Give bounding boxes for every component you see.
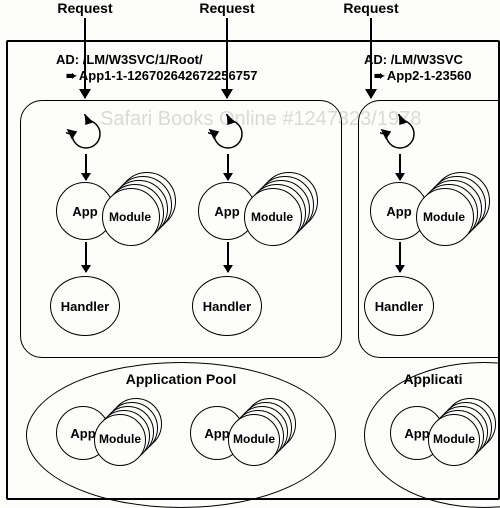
handler-node-2: Handler bbox=[192, 276, 262, 336]
arrow-cycle-app-2 bbox=[227, 154, 229, 180]
handler-node-1: Handler bbox=[50, 276, 120, 336]
request-label-3: Request bbox=[326, 0, 416, 16]
app-pool-title-1: Application Pool bbox=[27, 371, 335, 387]
cycle-icon-1 bbox=[66, 114, 106, 159]
request-label-1: Request bbox=[40, 0, 130, 16]
handler-node-3: Handler bbox=[364, 276, 434, 336]
app-label: App bbox=[386, 204, 411, 219]
arrow-cycle-app-3 bbox=[399, 154, 401, 180]
ad-path-1: AD: /LM/W3SVC/1/Root/ bbox=[56, 52, 203, 67]
module-label: Module bbox=[99, 432, 141, 446]
app-label: App bbox=[72, 204, 97, 219]
app-label: App bbox=[404, 426, 429, 441]
arrow-cycle-app-1 bbox=[85, 154, 87, 180]
ad-sub-1: App1-1-126702642672256757 bbox=[66, 68, 257, 84]
arrow-app-handler-2 bbox=[227, 242, 229, 272]
ad-path-2: AD: /LM/W3SVC bbox=[364, 52, 463, 67]
request-label-2: Request bbox=[182, 0, 272, 16]
module-label: Module bbox=[233, 432, 275, 446]
app-label: App bbox=[70, 426, 95, 441]
ad-sub-2: App2-1-23560 bbox=[374, 68, 471, 84]
module-label: Module bbox=[251, 210, 293, 224]
handler-label: Handler bbox=[61, 299, 109, 314]
cycle-icon-3 bbox=[380, 114, 420, 159]
handler-label: Handler bbox=[375, 299, 423, 314]
module-label: Module bbox=[423, 210, 465, 224]
app-label: App bbox=[204, 426, 229, 441]
app-label: App bbox=[214, 204, 239, 219]
app-pool-title-2: Applicati bbox=[365, 371, 500, 387]
arrow-app-handler-1 bbox=[85, 242, 87, 272]
handler-label: Handler bbox=[203, 299, 251, 314]
module-label: Module bbox=[433, 432, 475, 446]
cycle-icon-2 bbox=[208, 114, 248, 159]
module-label: Module bbox=[109, 210, 151, 224]
arrow-app-handler-3 bbox=[399, 242, 401, 272]
